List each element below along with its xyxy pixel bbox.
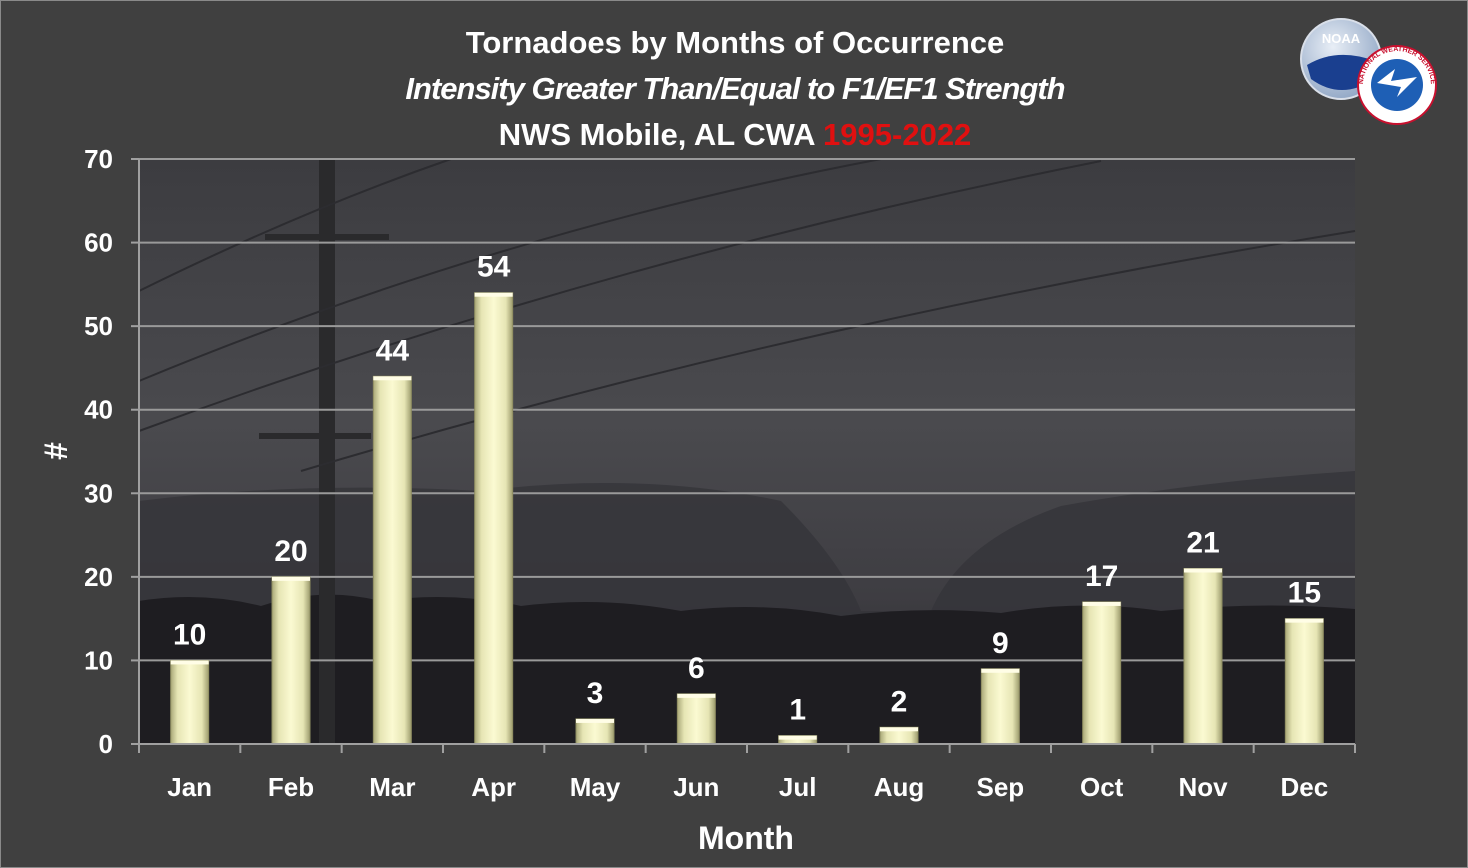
bar bbox=[879, 726, 919, 745]
chart-subtitle: Intensity Greater Than/Equal to F1/EF1 S… bbox=[405, 71, 1065, 106]
bar bbox=[474, 292, 514, 745]
bar-rect bbox=[170, 659, 210, 745]
bar bbox=[1082, 601, 1122, 745]
data-label: 1 bbox=[789, 694, 806, 727]
chart-title: Tornadoes by Months of Occurrence bbox=[465, 25, 1005, 60]
x-axis-title: Month bbox=[698, 820, 794, 856]
x-axis: Jan Feb Mar Apr May Jun Jul Aug Sep Oct Nov Dec bbox=[138, 743, 1356, 802]
x-tick-label: Feb bbox=[268, 772, 314, 802]
bar-cap bbox=[272, 576, 310, 581]
y-tick-label: 70 bbox=[84, 144, 113, 174]
x-tick-label: Apr bbox=[471, 772, 516, 802]
svg-text:NOAA: NOAA bbox=[1322, 31, 1361, 46]
bar bbox=[1284, 618, 1324, 745]
x-tick-label: Jun bbox=[673, 772, 719, 802]
data-label: 3 bbox=[587, 677, 604, 710]
data-label: 21 bbox=[1186, 527, 1219, 560]
bar-cap bbox=[1285, 618, 1324, 623]
bar-rect bbox=[575, 718, 615, 745]
bar bbox=[778, 735, 818, 745]
chart-region-line: NWS Mobile, AL CWA 1995-2022 bbox=[1, 117, 1467, 153]
bar bbox=[372, 375, 412, 745]
y-tick-label: 10 bbox=[84, 645, 113, 675]
bar-rect bbox=[676, 693, 716, 745]
nws-logo-icon: NATIONAL WEATHER SERVICE bbox=[1357, 45, 1437, 125]
x-tick-label: Dec bbox=[1280, 772, 1328, 802]
data-label: 17 bbox=[1085, 560, 1118, 593]
bar-cap bbox=[170, 660, 209, 665]
data-label: 44 bbox=[376, 334, 410, 367]
bar bbox=[170, 659, 210, 745]
period-label: 1995-2022 bbox=[823, 117, 972, 152]
data-labels: 10 20 44 54 3 6 1 2 9 17 21 15 bbox=[173, 251, 1321, 727]
data-label: 54 bbox=[477, 251, 511, 284]
bar-rect bbox=[474, 292, 514, 745]
bar-cap bbox=[880, 727, 918, 732]
bar-rect bbox=[1183, 568, 1223, 745]
noaa-logo-icon: NOAA bbox=[1300, 18, 1382, 100]
bar-cap bbox=[373, 376, 412, 381]
bar bbox=[1183, 568, 1223, 745]
y-tick-label: 60 bbox=[84, 228, 113, 258]
y-axis: 0 10 20 30 40 50 60 70 bbox=[84, 144, 140, 759]
bar-cap bbox=[677, 693, 716, 698]
x-tick-label: Nov bbox=[1178, 772, 1228, 802]
x-tick-label: Oct bbox=[1080, 772, 1124, 802]
x-tick-label: Jul bbox=[779, 772, 817, 802]
data-label: 10 bbox=[173, 618, 206, 651]
data-label: 9 bbox=[992, 627, 1009, 660]
bar bbox=[271, 576, 311, 745]
bar bbox=[575, 718, 615, 745]
data-label: 20 bbox=[274, 535, 307, 568]
bar-rect bbox=[980, 668, 1020, 745]
y-tick-label: 40 bbox=[84, 395, 113, 425]
bar-cap bbox=[474, 292, 513, 297]
y-tick-label: 30 bbox=[84, 478, 113, 508]
data-label: 15 bbox=[1288, 577, 1321, 610]
y-tick-label: 0 bbox=[99, 729, 113, 759]
gridlines bbox=[139, 158, 1355, 662]
bar-rect bbox=[1284, 618, 1324, 745]
y-axis-title: # bbox=[38, 442, 74, 460]
region-label: NWS Mobile, AL CWA bbox=[498, 117, 815, 152]
x-tick-label: Jan bbox=[167, 772, 212, 802]
noaa-nws-logo: NOAA NATIONAL WEATHER SERVICE bbox=[1300, 18, 1437, 125]
bar-rect bbox=[372, 375, 412, 745]
plot-background bbox=[138, 158, 1356, 744]
bar-rect bbox=[271, 576, 311, 745]
bar-rect bbox=[1082, 601, 1122, 745]
data-label: 2 bbox=[891, 685, 908, 718]
bar-cap bbox=[981, 668, 1020, 673]
x-tick-label: Mar bbox=[369, 772, 415, 802]
bar-cap bbox=[1184, 568, 1222, 573]
bar-cap bbox=[1082, 601, 1121, 606]
x-tick-label: Sep bbox=[976, 772, 1024, 802]
bar bbox=[676, 693, 716, 745]
x-tick-label: Aug bbox=[874, 772, 925, 802]
bar bbox=[980, 668, 1020, 745]
x-tick-label: May bbox=[570, 772, 621, 802]
data-label: 6 bbox=[688, 652, 705, 685]
bar-cap bbox=[576, 718, 614, 723]
bar-cap bbox=[778, 735, 817, 740]
y-tick-label: 50 bbox=[84, 311, 113, 341]
y-tick-label: 20 bbox=[84, 562, 113, 592]
